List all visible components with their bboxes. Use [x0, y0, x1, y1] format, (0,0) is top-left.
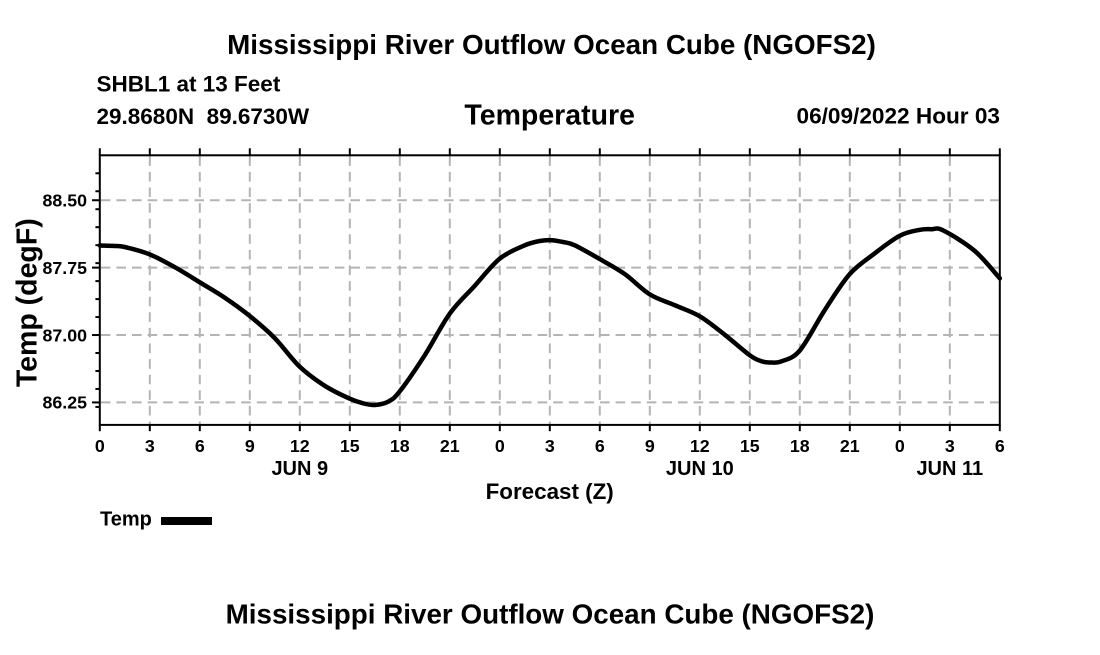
svg-text:6: 6: [595, 436, 605, 456]
svg-text:21: 21: [440, 436, 460, 456]
svg-text:29.8680N 89.6730W: 29.8680N 89.6730W: [97, 104, 310, 129]
svg-text:12: 12: [290, 436, 310, 456]
svg-text:0: 0: [95, 436, 105, 456]
svg-text:6: 6: [195, 436, 205, 456]
svg-text:3: 3: [145, 436, 155, 456]
svg-text:87.00: 87.00: [43, 325, 88, 345]
svg-text:21: 21: [840, 436, 860, 456]
svg-text:3: 3: [545, 436, 555, 456]
svg-text:87.75: 87.75: [43, 258, 88, 278]
svg-text:SHBL1 at 13 Feet: SHBL1 at 13 Feet: [97, 71, 281, 96]
svg-text:0: 0: [895, 436, 905, 456]
svg-text:9: 9: [245, 436, 255, 456]
svg-text:Temp: Temp: [100, 508, 152, 530]
svg-text:Mississippi River Outflow Ocea: Mississippi River Outflow Ocean Cube (NG…: [226, 599, 875, 630]
svg-text:JUN 10: JUN 10: [666, 458, 734, 480]
svg-text:15: 15: [740, 436, 760, 456]
svg-text:6: 6: [995, 436, 1005, 456]
svg-text:JUN 11: JUN 11: [916, 458, 983, 480]
svg-text:Temperature: Temperature: [464, 100, 635, 132]
svg-text:06/09/2022 Hour 03: 06/09/2022 Hour 03: [797, 104, 1000, 129]
svg-text:88.50: 88.50: [43, 191, 88, 211]
svg-text:Mississippi River Outflow Ocea: Mississippi River Outflow Ocean Cube (NG…: [227, 29, 876, 60]
svg-text:Temp (degF): Temp (degF): [11, 218, 43, 387]
svg-text:12: 12: [690, 436, 710, 456]
svg-text:18: 18: [390, 436, 410, 456]
svg-text:9: 9: [645, 436, 655, 456]
svg-text:0: 0: [495, 436, 505, 456]
svg-text:86.25: 86.25: [43, 393, 88, 413]
svg-text:3: 3: [945, 436, 955, 456]
svg-text:Forecast (Z): Forecast (Z): [486, 479, 614, 504]
svg-text:18: 18: [790, 436, 810, 456]
svg-text:JUN 9: JUN 9: [271, 458, 328, 480]
svg-text:15: 15: [340, 436, 360, 456]
